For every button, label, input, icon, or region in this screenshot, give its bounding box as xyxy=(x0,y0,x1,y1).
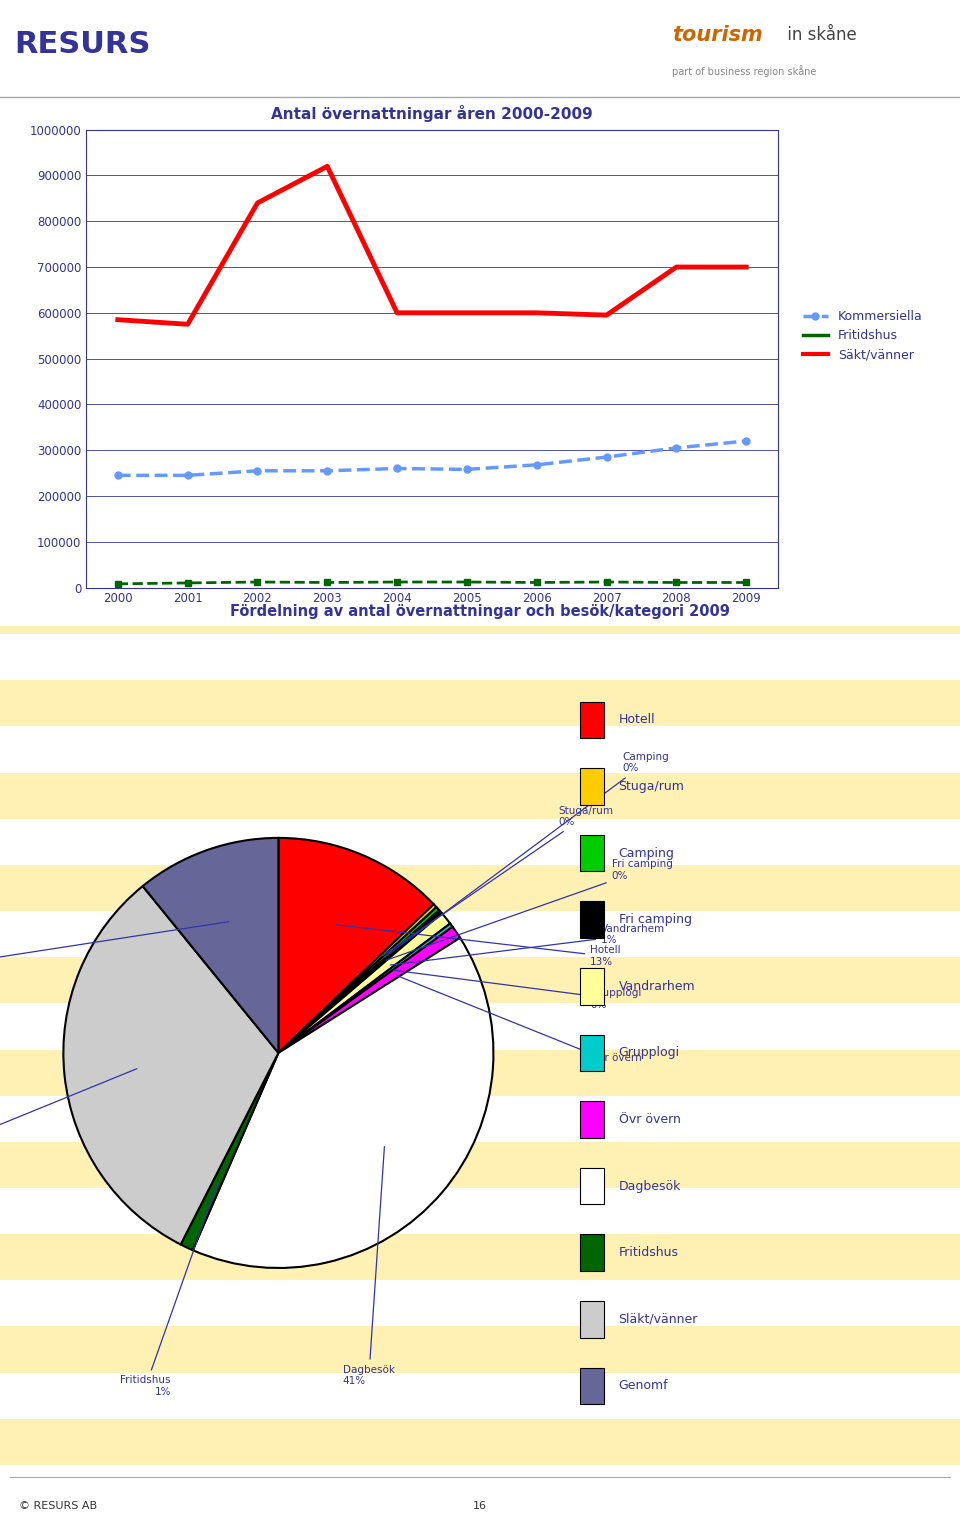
Wedge shape xyxy=(278,838,434,1053)
Bar xyxy=(580,902,605,938)
Text: Fri camping: Fri camping xyxy=(618,913,691,926)
Text: Släkt/vänner
32%: Släkt/vänner 32% xyxy=(0,1068,137,1172)
Bar xyxy=(580,1035,605,1071)
Bar xyxy=(580,1302,605,1338)
Title: Antal övernattningar åren 2000-2009: Antal övernattningar åren 2000-2009 xyxy=(271,105,593,122)
Text: 16: 16 xyxy=(473,1500,487,1511)
Wedge shape xyxy=(278,923,452,1053)
Bar xyxy=(580,1167,605,1204)
FancyBboxPatch shape xyxy=(0,1326,960,1373)
Text: Dagbesök: Dagbesök xyxy=(618,1180,681,1193)
FancyBboxPatch shape xyxy=(0,1419,960,1465)
Text: Vandrarhem: Vandrarhem xyxy=(618,980,695,993)
Text: Stuga/rum
0%: Stuga/rum 0% xyxy=(382,806,612,955)
Legend: Kommersiella, Fritidshus, Säkt/vänner: Kommersiella, Fritidshus, Säkt/vänner xyxy=(798,305,927,366)
Text: RESURS: RESURS xyxy=(14,31,151,60)
Text: Genomf: Genomf xyxy=(618,1380,668,1392)
Wedge shape xyxy=(63,887,278,1245)
Bar xyxy=(580,1235,605,1271)
Text: Övr övern
1%: Övr övern 1% xyxy=(396,975,642,1074)
Text: Vandrarhem
1%: Vandrarhem 1% xyxy=(390,923,665,964)
Text: Stuga/rum: Stuga/rum xyxy=(618,780,684,794)
Bar xyxy=(580,702,605,739)
Text: part of business region skåne: part of business region skåne xyxy=(672,66,816,78)
Wedge shape xyxy=(278,905,437,1053)
Wedge shape xyxy=(193,938,493,1268)
Wedge shape xyxy=(278,906,439,1053)
FancyBboxPatch shape xyxy=(0,772,960,818)
Text: Hotell: Hotell xyxy=(618,714,656,726)
Wedge shape xyxy=(278,913,450,1053)
FancyBboxPatch shape xyxy=(0,1235,960,1280)
Text: Camping: Camping xyxy=(618,847,675,859)
Text: Fritidshus
1%: Fritidshus 1% xyxy=(120,1183,218,1396)
Text: Hotell
13%: Hotell 13% xyxy=(336,925,621,967)
Text: Dagbesök
41%: Dagbesök 41% xyxy=(343,1146,395,1386)
Wedge shape xyxy=(278,926,460,1053)
Wedge shape xyxy=(278,909,442,1053)
Text: Grupplogi: Grupplogi xyxy=(618,1047,680,1059)
Text: Fri camping
0%: Fri camping 0% xyxy=(386,859,673,960)
Wedge shape xyxy=(143,838,278,1053)
Text: Släkt/vänner: Släkt/vänner xyxy=(618,1312,698,1326)
Bar xyxy=(580,1102,605,1138)
Bar xyxy=(580,1367,605,1404)
Text: Fritidshus: Fritidshus xyxy=(618,1247,679,1259)
Text: Fördelning av antal övernattningar och besök/kategori 2009: Fördelning av antal övernattningar och b… xyxy=(230,604,730,620)
FancyBboxPatch shape xyxy=(0,588,960,633)
Text: © RESURS AB: © RESURS AB xyxy=(19,1500,97,1511)
FancyBboxPatch shape xyxy=(0,957,960,1004)
FancyBboxPatch shape xyxy=(0,1141,960,1187)
Text: tourism: tourism xyxy=(672,24,763,44)
Text: Camping
0%: Camping 0% xyxy=(384,752,669,957)
Wedge shape xyxy=(180,1053,278,1250)
FancyBboxPatch shape xyxy=(0,681,960,726)
Bar xyxy=(580,835,605,871)
Text: Genomf
11%: Genomf 11% xyxy=(0,922,228,978)
Text: Övr övern: Övr övern xyxy=(618,1112,681,1126)
Text: Grupplogi
0%: Grupplogi 0% xyxy=(394,971,641,1010)
Text: in skåne: in skåne xyxy=(782,26,857,44)
Bar xyxy=(580,967,605,1004)
Bar xyxy=(580,768,605,804)
FancyBboxPatch shape xyxy=(0,1050,960,1096)
FancyBboxPatch shape xyxy=(0,865,960,911)
